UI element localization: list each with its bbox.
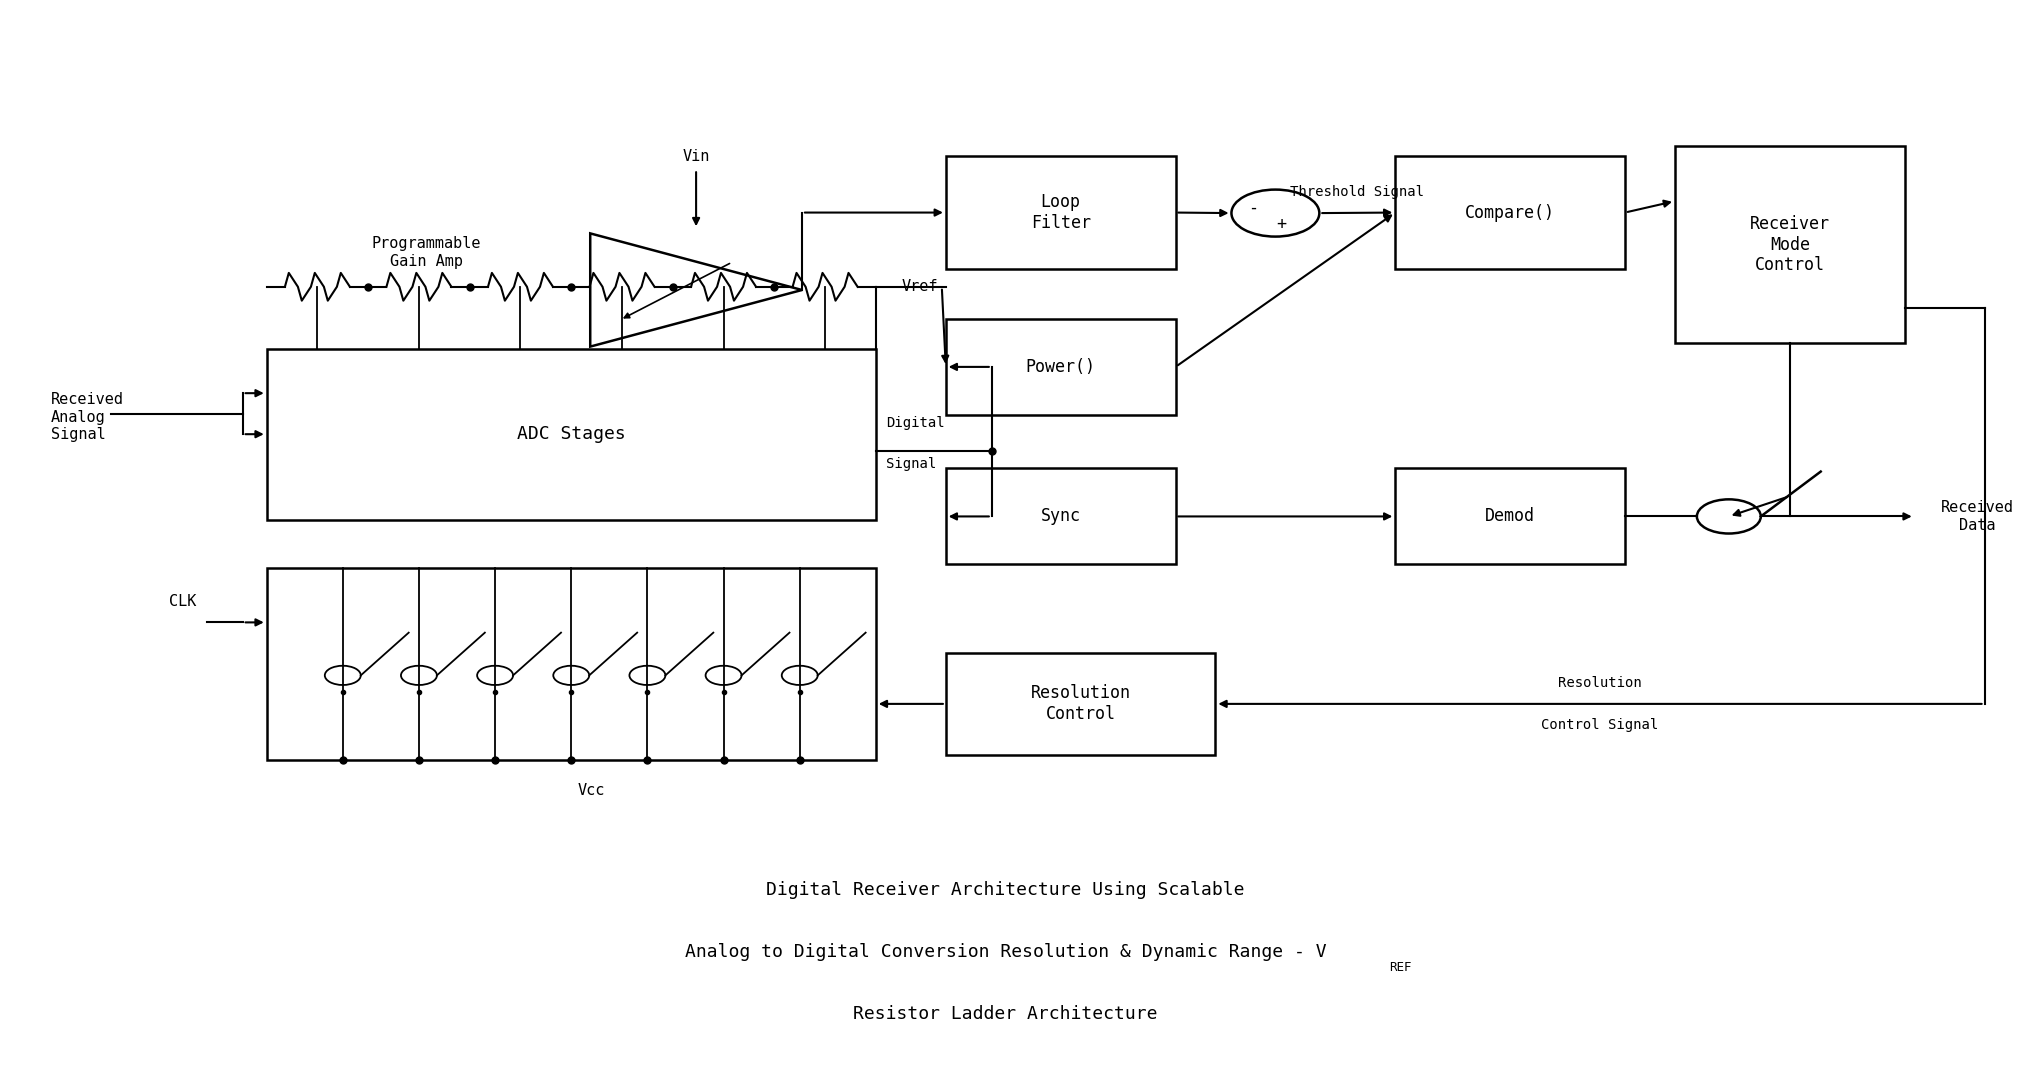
Text: Received
Analog
Signal: Received Analog Signal — [51, 392, 124, 443]
FancyBboxPatch shape — [946, 319, 1176, 415]
Text: Resistor Ladder Architecture: Resistor Ladder Architecture — [854, 1005, 1157, 1024]
FancyBboxPatch shape — [1395, 469, 1625, 565]
Text: Vcc: Vcc — [578, 783, 604, 799]
Text: Resolution
Control: Resolution Control — [1031, 685, 1131, 723]
Text: REF: REF — [1389, 961, 1412, 974]
Text: Demod: Demod — [1485, 507, 1536, 526]
Text: Receiver
Mode
Control: Receiver Mode Control — [1749, 215, 1831, 275]
Text: Analog to Digital Conversion Resolution & Dynamic Range - V: Analog to Digital Conversion Resolution … — [685, 944, 1326, 961]
Text: Threshold Signal: Threshold Signal — [1290, 185, 1424, 199]
FancyBboxPatch shape — [946, 469, 1176, 565]
Text: ADC Stages: ADC Stages — [517, 425, 626, 444]
Text: Digital: Digital — [887, 415, 944, 430]
Text: Programmable
Gain Amp: Programmable Gain Amp — [372, 236, 482, 268]
Text: Vref: Vref — [901, 279, 938, 294]
FancyBboxPatch shape — [946, 157, 1176, 268]
Text: Power(): Power() — [1025, 358, 1096, 375]
Text: Received
Data: Received Data — [1940, 500, 2014, 532]
Text: CLK: CLK — [169, 594, 197, 608]
Text: Loop
Filter: Loop Filter — [1031, 194, 1090, 232]
Text: Digital Receiver Architecture Using Scalable: Digital Receiver Architecture Using Scal… — [767, 881, 1245, 899]
FancyBboxPatch shape — [1395, 157, 1625, 268]
Text: Vin: Vin — [683, 149, 710, 164]
FancyBboxPatch shape — [1674, 146, 1904, 343]
Text: Signal: Signal — [887, 457, 936, 471]
Text: Sync: Sync — [1041, 507, 1080, 526]
Text: Control Signal: Control Signal — [1542, 717, 1658, 731]
Text: Resolution: Resolution — [1558, 676, 1641, 690]
FancyBboxPatch shape — [946, 654, 1216, 754]
Text: Compare(): Compare() — [1464, 203, 1556, 222]
Text: -: - — [1249, 199, 1259, 216]
Text: +: + — [1277, 214, 1285, 233]
FancyBboxPatch shape — [266, 568, 877, 760]
FancyBboxPatch shape — [266, 348, 877, 519]
